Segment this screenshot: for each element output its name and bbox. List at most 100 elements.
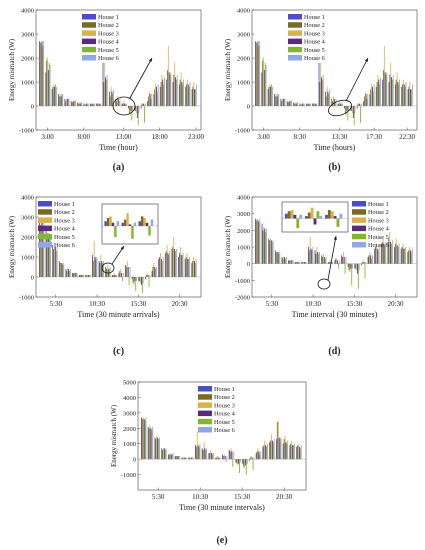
bar (154, 437, 156, 460)
bar (401, 86, 403, 106)
x-tick-label: 5:30 (50, 300, 63, 308)
bar (305, 103, 307, 106)
bar (285, 442, 287, 460)
bar (164, 449, 166, 460)
bar (259, 41, 261, 107)
inset-bar (287, 211, 291, 219)
bar (152, 267, 154, 277)
bar (193, 257, 195, 277)
bar (288, 101, 290, 106)
bar (181, 255, 183, 277)
bar (58, 96, 60, 106)
x-tick-label: 3:00 (41, 133, 54, 141)
bar (79, 275, 81, 277)
x-tick-label: 13:30 (331, 133, 347, 141)
bar (280, 437, 282, 460)
bar (323, 253, 324, 264)
bar (271, 86, 273, 106)
inset-bar (133, 222, 137, 226)
bar (72, 273, 74, 277)
bar (250, 456, 252, 460)
bar (86, 275, 88, 277)
bar (231, 451, 233, 460)
bar (262, 446, 264, 460)
x-tick-label: 23:00 (188, 133, 204, 141)
bar (400, 248, 402, 264)
bar (104, 62, 106, 106)
bar (313, 103, 314, 106)
bar (361, 262, 363, 264)
bar (42, 227, 44, 277)
bar (333, 96, 334, 106)
legend-entry: House 3 (98, 30, 119, 37)
chart-panel-2: -1000 0 1000 2000 3000 4000 3:00 8:30 13:30 17:30… (224, 8, 418, 173)
bar (303, 262, 305, 264)
inset-bar (140, 216, 144, 226)
bar (78, 103, 79, 106)
bar (236, 459, 238, 464)
x-tick-label: 10:30 (305, 300, 321, 308)
bar (353, 106, 355, 126)
inset-bar (299, 214, 303, 219)
y-tick-label: 1000 (21, 80, 34, 87)
bar (178, 257, 180, 277)
y-tick-label: 0 (247, 261, 250, 268)
bar (342, 252, 344, 264)
bar (150, 428, 152, 460)
bar (280, 98, 282, 106)
bar (123, 101, 125, 106)
legend-entry: House 2 (54, 209, 75, 216)
bar (169, 251, 171, 277)
bar (147, 426, 149, 460)
inset-bar (106, 218, 110, 226)
y-tick-label: 4000 (237, 195, 250, 202)
bar (145, 417, 147, 460)
bar (274, 94, 275, 106)
bar (182, 84, 184, 106)
bar (128, 277, 130, 285)
bar (84, 104, 86, 106)
legend-swatch (352, 217, 366, 223)
bar (164, 253, 166, 277)
bar (396, 72, 398, 106)
bar (281, 101, 283, 106)
bar (356, 263, 358, 271)
x-axis-label: Time (30 minute intervals) (179, 503, 265, 512)
bar (258, 46, 260, 106)
bar (301, 262, 303, 264)
legend-entry: House 2 (304, 22, 325, 29)
legend-entry: House 3 (304, 30, 325, 37)
bar (320, 62, 322, 106)
y-tick-label: 2000 (21, 235, 34, 242)
bar (91, 103, 93, 106)
bar (153, 94, 155, 106)
bar (349, 263, 351, 272)
legend-entry: House 5 (98, 47, 119, 54)
bar (272, 240, 274, 264)
x-axis-label: Time interval (30 minutes) (292, 310, 378, 319)
bar (310, 248, 312, 264)
bar (333, 98, 335, 106)
bar (63, 263, 65, 277)
bar (52, 86, 54, 106)
bar (149, 275, 151, 277)
inset-bar (123, 219, 127, 226)
y-tick-label: 3000 (237, 211, 250, 218)
bar (282, 98, 284, 106)
bar (352, 106, 354, 118)
annotation-ellipse (112, 96, 136, 116)
bar (391, 243, 392, 264)
bar (278, 437, 280, 460)
bar (294, 443, 295, 460)
bar (376, 82, 378, 106)
bar (309, 103, 311, 106)
bar (185, 257, 187, 277)
bar (391, 77, 392, 106)
chart-panel-4: -2000 -1000 0 1000 2000 3000 4000 5:30 10:30 15:3… (224, 195, 418, 357)
bar (128, 106, 129, 109)
bar (61, 94, 63, 106)
bar (64, 98, 66, 106)
bar (181, 457, 183, 460)
bar (352, 106, 353, 114)
bar (298, 446, 300, 460)
